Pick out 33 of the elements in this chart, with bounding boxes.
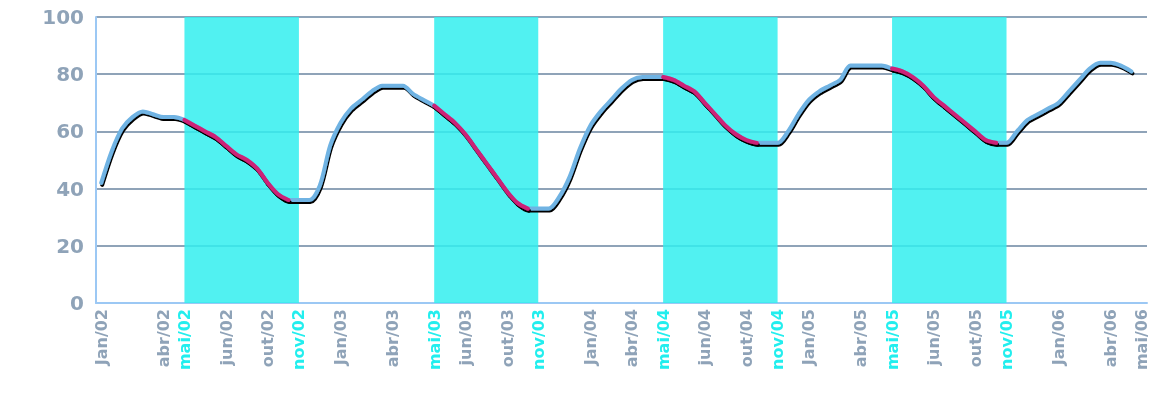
x-tick-label: out/04 (736, 309, 756, 368)
x-tick-label: nov/02 (289, 309, 309, 370)
x-tick-label: abr/02 (154, 309, 174, 368)
x-tick-label: abr/04 (622, 309, 642, 368)
x-tick-label: Jan/05 (799, 309, 819, 367)
x-tick-label: Jan/02 (91, 309, 111, 367)
x-tick-label: nov/05 (997, 309, 1017, 370)
x-tick-label: out/02 (258, 309, 278, 368)
y-tick-label: 40 (56, 176, 84, 201)
x-tick-label: abr/06 (1101, 309, 1121, 368)
x-tick-label: jun/05 (924, 309, 944, 367)
x-tick-label: jun/04 (695, 309, 715, 367)
x-tick-label: Jan/04 (580, 309, 600, 367)
x-tick-label: out/05 (965, 309, 985, 368)
x-tick-label: abr/05 (851, 309, 871, 368)
y-tick-label: 0 (70, 291, 84, 315)
x-tick-label: nov/03 (528, 309, 548, 370)
x-tick-label: mai/05 (882, 309, 902, 371)
x-tick-label: jun/03 (455, 309, 475, 367)
y-tick-label: 60 (56, 119, 84, 144)
x-tick-label: mai/02 (174, 309, 194, 371)
y-tick-label: 80 (56, 62, 84, 87)
x-tick-label: mai/03 (424, 309, 444, 371)
x-tick-label: out/03 (497, 309, 517, 368)
x-tick-label: jun/02 (216, 309, 236, 367)
y-tick-label: 100 (42, 5, 84, 29)
x-tick-label: nov/04 (768, 309, 788, 370)
x-tick-label: mai/04 (653, 309, 673, 371)
x-tick-label: abr/03 (383, 309, 403, 368)
x-tick-label: mai/06 (1132, 309, 1152, 371)
x-tick-label: Jan/06 (1049, 309, 1069, 367)
x-tick-label: Jan/03 (331, 309, 351, 367)
y-tick-label: 20 (56, 233, 84, 258)
